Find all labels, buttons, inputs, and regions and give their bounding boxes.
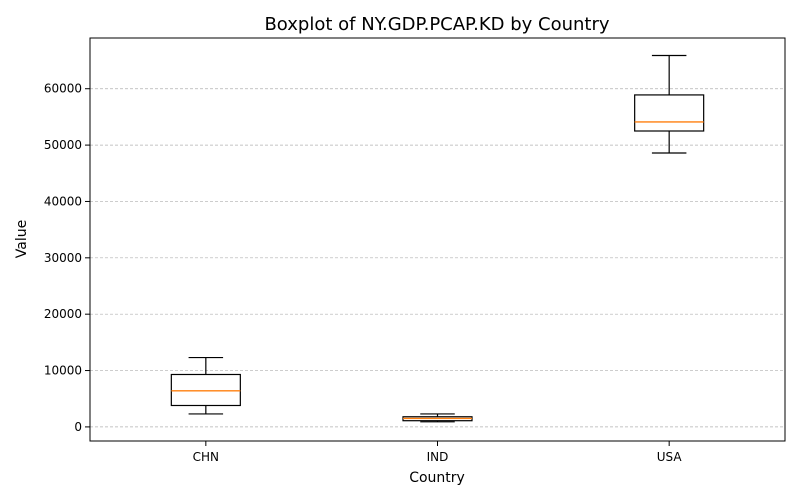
y-tick-label: 10000: [44, 364, 82, 378]
plot-frame: [89, 37, 786, 442]
x-axis-ticks: CHN IND USA: [193, 441, 683, 464]
x-tick-label: CHN: [193, 450, 219, 464]
x-axis-label: Country: [409, 470, 465, 486]
x-tick-label: USA: [657, 450, 683, 464]
y-tick-label: 60000: [44, 82, 82, 96]
box-ind: [402, 413, 473, 423]
box-usa: [634, 54, 705, 154]
y-axis-ticks: 0 10000 20000 30000 40000 50000 60000: [44, 82, 90, 434]
chart-title: Boxplot of NY.GDP.PCAP.KD by Country: [264, 14, 609, 35]
x-tick-label: IND: [427, 450, 449, 464]
y-tick-label: 20000: [44, 307, 82, 321]
y-tick-label: 50000: [44, 138, 82, 152]
y-axis-label: Value: [14, 220, 30, 258]
y-tick-label: 40000: [44, 194, 82, 208]
grid-lines: [90, 88, 785, 428]
boxes: [170, 54, 705, 423]
iqr-box: [170, 373, 241, 407]
iqr-box: [634, 94, 705, 132]
y-tick-label: 0: [74, 420, 82, 434]
y-tick-label: 30000: [44, 251, 82, 265]
box-chn: [170, 356, 241, 415]
